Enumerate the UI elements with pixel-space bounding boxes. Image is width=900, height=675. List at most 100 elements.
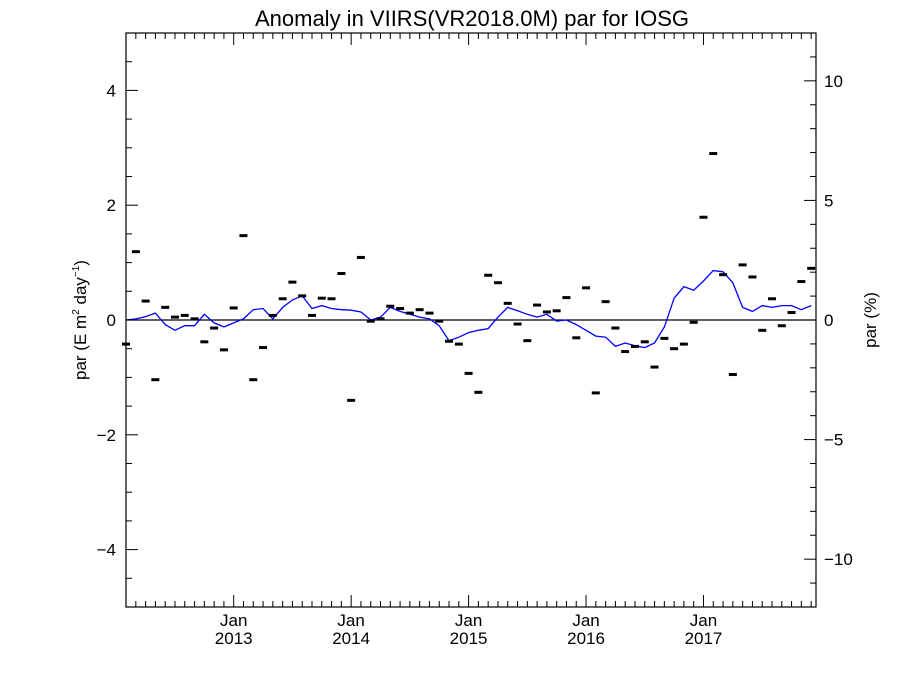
anomaly-point	[621, 350, 630, 354]
left-y-tick-label: 4	[107, 81, 116, 100]
anomaly-point	[278, 297, 287, 301]
anomaly-point	[229, 306, 238, 310]
right-y-tick-label: 10	[824, 72, 843, 91]
anomaly-point	[758, 328, 767, 332]
anomaly-point	[386, 304, 395, 308]
anomaly-point	[239, 234, 248, 238]
anomaly-point	[807, 266, 816, 270]
anomaly-point	[562, 296, 571, 300]
left-y-axis-label-part-2: day	[71, 277, 90, 310]
anomaly-point	[151, 378, 160, 382]
anomaly-point	[767, 297, 776, 301]
left-y-axis-label-superscript-2: −1	[71, 265, 82, 277]
anomaly-point	[454, 342, 463, 346]
chart-title: Anomaly in VIIRS(VR2018.0M) par for IOSG	[255, 6, 689, 31]
x-tick-label-year: 2016	[567, 629, 605, 648]
right-y-tick-label: 0	[824, 311, 833, 330]
anomaly-point	[141, 299, 150, 303]
anomaly-point	[337, 272, 346, 276]
anomaly-point	[503, 301, 512, 305]
anomaly-point	[288, 280, 297, 284]
anomaly-point	[670, 347, 679, 351]
anomaly-point	[631, 344, 640, 348]
anomaly-point	[611, 326, 620, 330]
anomaly-point	[679, 342, 688, 346]
left-y-tick-label: −4	[97, 541, 116, 560]
x-tick-label-month: Jan	[572, 611, 599, 630]
x-tick-label-month: Jan	[690, 611, 717, 630]
anomaly-point	[542, 310, 551, 314]
anomaly-point	[425, 311, 434, 315]
anomaly-point	[513, 322, 522, 326]
right-y-tick-label: −5	[824, 431, 843, 450]
anomaly-point	[405, 311, 414, 315]
anomaly-point	[396, 307, 405, 311]
anomaly-point	[738, 263, 747, 267]
anomaly-point	[787, 311, 796, 315]
anomaly-point	[170, 315, 179, 319]
anomaly-point	[699, 215, 708, 219]
right-y-axis-label: par (%)	[861, 292, 880, 348]
anomaly-point	[533, 303, 542, 307]
anomaly-point	[474, 390, 483, 394]
anomaly-point	[582, 286, 591, 290]
anomaly-point	[601, 300, 610, 304]
x-tick-label-year: 2017	[685, 629, 723, 648]
left-y-tick-label: 2	[107, 196, 116, 215]
anomaly-point	[356, 255, 365, 259]
anomaly-point	[219, 348, 228, 352]
left-y-tick-label: −2	[97, 426, 116, 445]
left-y-axis-label-superscript-1: 2	[71, 309, 82, 315]
anomaly-point	[131, 250, 140, 254]
right-y-tick-label: 5	[824, 191, 833, 210]
x-tick-label-month: Jan	[337, 611, 364, 630]
anomaly-point	[719, 273, 728, 277]
anomaly-point	[444, 339, 453, 343]
anomaly-point	[777, 324, 786, 328]
x-tick-label-month: Jan	[220, 611, 247, 630]
anomaly-point	[464, 371, 473, 375]
anomaly-point	[259, 346, 268, 350]
anomaly-point	[728, 373, 737, 377]
anomaly-point	[523, 339, 532, 343]
left-y-axis-label-part-1: par (E m	[71, 315, 90, 380]
anomaly-point	[640, 340, 649, 344]
x-tick-label-year: 2013	[215, 629, 253, 648]
running-mean-line	[125, 269, 812, 349]
running-mean-line-layer	[125, 269, 812, 349]
anomaly-point	[797, 280, 806, 284]
anomaly-point	[200, 340, 209, 344]
anomaly-point	[435, 319, 444, 323]
left-y-tick-label: 0	[107, 311, 116, 330]
anomaly-point	[249, 378, 258, 382]
anomaly-point	[317, 296, 326, 300]
anomaly-point	[210, 326, 219, 330]
anomaly-point	[161, 305, 170, 309]
anomaly-point	[493, 281, 502, 285]
monthly-anomaly-points-layer	[122, 152, 816, 402]
anomaly-point	[376, 317, 385, 321]
anomaly-point	[347, 398, 356, 402]
anomaly-point	[650, 365, 659, 369]
anomaly-point	[748, 275, 757, 279]
left-y-axis-label-part-3: )	[71, 260, 90, 266]
anomaly-point	[327, 297, 336, 301]
anomaly-point	[268, 313, 277, 317]
anomaly-point	[298, 294, 307, 298]
anomaly-point	[689, 320, 698, 324]
anomaly-point	[190, 317, 199, 321]
anomaly-point	[484, 273, 493, 277]
x-tick-label-year: 2015	[450, 629, 488, 648]
anomaly-point	[308, 313, 317, 317]
anomaly-point	[366, 319, 375, 323]
anomaly-point	[552, 309, 561, 313]
anomaly-point	[591, 391, 600, 395]
anomaly-point	[415, 308, 424, 312]
anomaly-point	[572, 336, 581, 340]
axes-layer: −4−2024−10−50510Jan2013Jan2014Jan2015Jan…	[97, 32, 853, 648]
x-tick-label-month: Jan	[455, 611, 482, 630]
right-y-tick-label: −10	[824, 550, 853, 569]
left-y-axis-label: par (E m2 day−1)	[71, 260, 90, 380]
anomaly-point	[709, 152, 718, 156]
